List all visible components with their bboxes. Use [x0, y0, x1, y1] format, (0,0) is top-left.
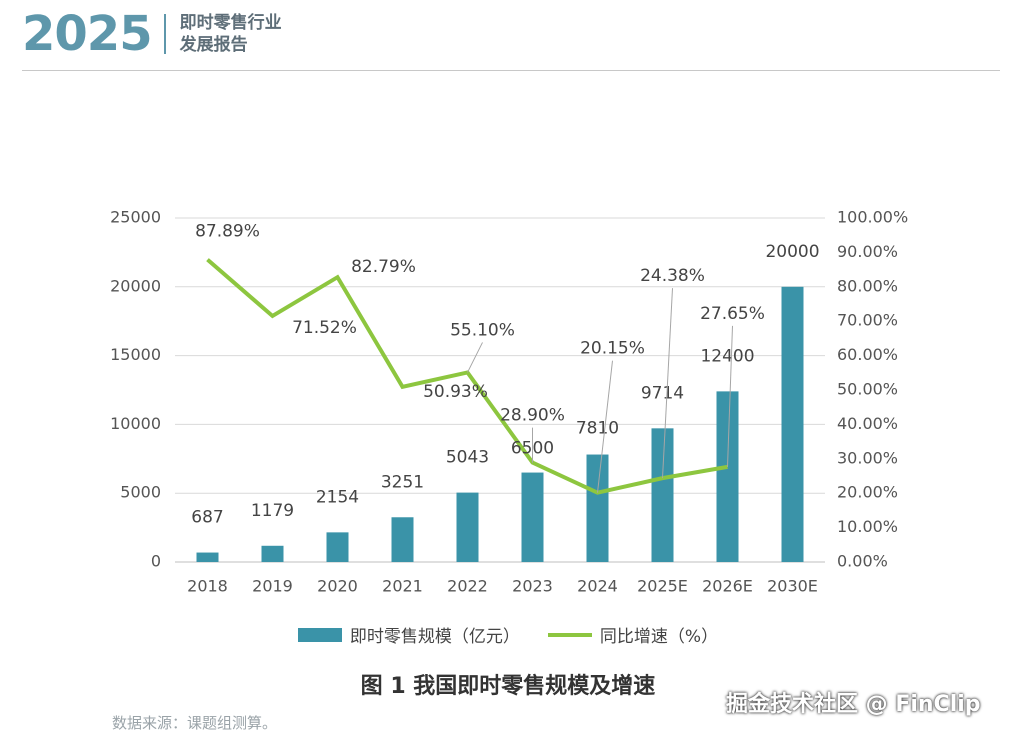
header-rule [22, 70, 1000, 71]
x-axis-tick-label: 2022 [447, 577, 488, 596]
line-data-label: 28.90% [500, 406, 565, 426]
right-axis-tick-label: 30.00% [837, 448, 898, 467]
bar [261, 545, 284, 562]
bar [651, 428, 674, 562]
line-data-label: 82.79% [351, 257, 416, 277]
x-axis-tick-label: 2018 [187, 577, 228, 596]
x-axis-tick-label: 2019 [252, 577, 293, 596]
bar [521, 472, 544, 562]
right-axis-tick-label: 60.00% [837, 345, 898, 364]
header-divider [163, 14, 166, 54]
left-axis-tick-label: 10000 [110, 414, 161, 433]
legend-item-line: 同比增速（%） [547, 622, 719, 647]
line-data-label: 87.89% [195, 222, 260, 242]
bar [456, 492, 479, 562]
right-axis-tick-label: 0.00% [837, 552, 888, 571]
x-axis-tick-label: 2030E [767, 577, 818, 596]
line-data-label: 50.93% [423, 382, 488, 402]
report-title: 即时零售行业 发展报告 [180, 12, 282, 56]
chart-svg: 0 5000 10000 15000 20000 25000 0.00% 10.00% 20.0… [110, 208, 908, 596]
data-label-leader [597, 360, 613, 493]
bar-data-label: 3251 [381, 472, 424, 492]
report-title-line1: 即时零售行业 [179, 13, 282, 33]
figure-caption: 图 1 我国即时零售规模及增速 [360, 674, 656, 699]
bar [586, 454, 609, 562]
data-label-leader [727, 325, 733, 467]
bar [716, 391, 739, 562]
report-year: 2025 [22, 6, 153, 62]
bar [196, 552, 219, 562]
right-axis-tick-label: 100.00% [837, 208, 908, 227]
bar [391, 517, 414, 562]
bar-data-label: 687 [191, 508, 223, 528]
right-axis-tick-label: 10.00% [837, 517, 898, 536]
x-axis-tick-label: 2024 [577, 577, 618, 596]
bar-data-label: 2154 [316, 487, 359, 507]
chart-legend: 即时零售规模（亿元） 同比增速（%） [0, 622, 1016, 647]
legend-swatch-bar [297, 627, 342, 642]
bar-data-label: 9714 [641, 383, 684, 403]
line-data-label: 55.10% [450, 320, 515, 340]
line-data-label: 20.15% [580, 339, 645, 359]
line-data-label: 27.65% [700, 304, 765, 324]
legend-label-bar: 即时零售规模（亿元） [349, 627, 520, 647]
x-axis-tick-label: 2020 [317, 577, 358, 596]
bar-data-label: 20000 [765, 242, 819, 262]
legend-label-line: 同比增速（%） [599, 627, 719, 647]
figure-source: 数据来源：课题组测算。 [112, 714, 278, 732]
data-label-leader [662, 288, 673, 479]
right-axis-tick-label: 80.00% [837, 276, 898, 295]
bar-data-label: 5043 [446, 448, 489, 468]
bar-data-label: 1179 [251, 501, 294, 521]
bar-data-label: 12400 [700, 346, 754, 366]
right-axis-tick-label: 90.00% [837, 242, 898, 261]
report-header: 2025 即时零售行业 发展报告 [22, 6, 282, 62]
line-data-label: 24.38% [640, 266, 705, 286]
right-axis-tick-label: 70.00% [837, 311, 898, 330]
data-label-leader [467, 342, 483, 373]
right-axis-tick-label: 50.00% [837, 380, 898, 399]
left-axis-tick-label: 25000 [110, 208, 161, 227]
legend-item-bar: 即时零售规模（亿元） [297, 622, 520, 647]
left-axis-tick-label: 0 [151, 552, 161, 571]
x-axis-tick-label: 2023 [512, 577, 553, 596]
x-axis-tick-label: 2021 [382, 577, 423, 596]
legend-swatch-line [547, 632, 592, 637]
bar [326, 532, 349, 562]
left-axis-tick-label: 5000 [120, 483, 161, 502]
x-axis-tick-label: 2025E [637, 577, 688, 596]
report-title-line2: 发展报告 [179, 35, 248, 55]
bar-data-label: 7810 [576, 419, 619, 439]
bar [781, 286, 804, 562]
x-axis-tick-label: 2026E [702, 577, 753, 596]
right-axis-tick-label: 20.00% [837, 483, 898, 502]
watermark: 掘金技术社区 @ FinClip [726, 692, 981, 717]
line-data-label: 71.52% [292, 318, 357, 338]
right-axis-tick-label: 40.00% [837, 414, 898, 433]
left-axis-tick-label: 20000 [110, 276, 161, 295]
left-axis-tick-label: 15000 [110, 345, 161, 364]
